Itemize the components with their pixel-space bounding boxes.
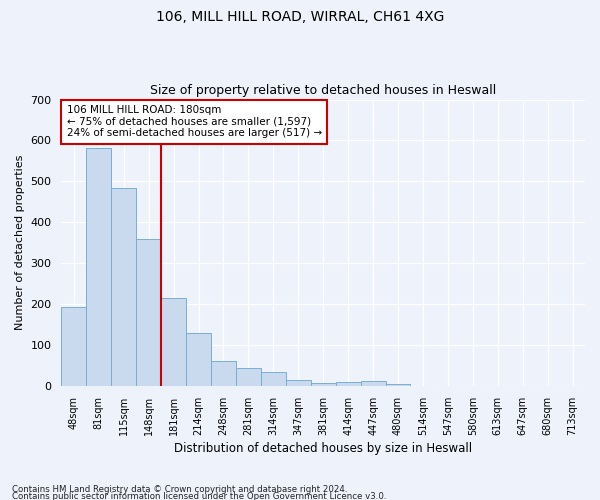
Y-axis label: Number of detached properties: Number of detached properties <box>15 155 25 330</box>
Bar <box>335 382 361 386</box>
Bar <box>161 298 186 386</box>
X-axis label: Distribution of detached houses by size in Heswall: Distribution of detached houses by size … <box>174 442 472 455</box>
Text: 106, MILL HILL ROAD, WIRRAL, CH61 4XG: 106, MILL HILL ROAD, WIRRAL, CH61 4XG <box>156 10 444 24</box>
Text: 106 MILL HILL ROAD: 180sqm
← 75% of detached houses are smaller (1,597)
24% of s: 106 MILL HILL ROAD: 180sqm ← 75% of deta… <box>67 106 322 138</box>
Text: Contains public sector information licensed under the Open Government Licence v3: Contains public sector information licen… <box>12 492 386 500</box>
Bar <box>186 333 211 386</box>
Bar <box>136 240 161 386</box>
Bar <box>211 360 236 386</box>
Bar <box>286 380 311 386</box>
Text: Contains HM Land Registry data © Crown copyright and database right 2024.: Contains HM Land Registry data © Crown c… <box>12 485 347 494</box>
Bar <box>261 372 286 386</box>
Bar <box>61 307 86 386</box>
Bar <box>311 382 335 386</box>
Bar <box>236 368 261 386</box>
Title: Size of property relative to detached houses in Heswall: Size of property relative to detached ho… <box>150 84 496 97</box>
Bar <box>386 384 410 386</box>
Bar <box>111 188 136 386</box>
Bar <box>361 382 386 386</box>
Bar <box>86 148 111 386</box>
